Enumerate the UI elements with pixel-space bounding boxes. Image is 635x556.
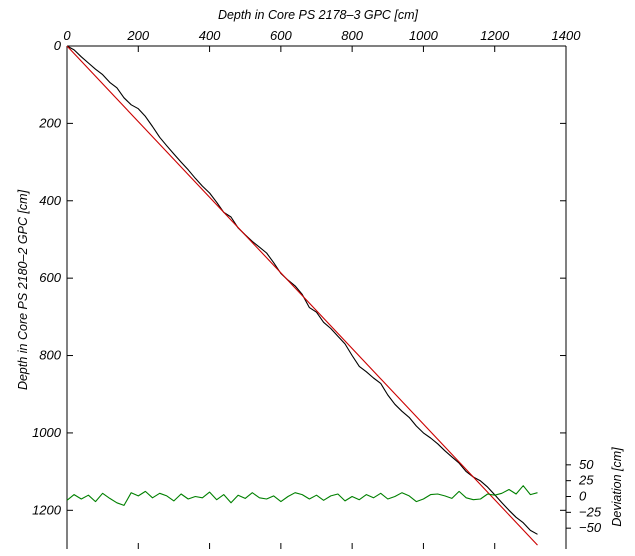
y-tick-label: 200 xyxy=(38,115,61,130)
x-tick-label: 600 xyxy=(270,28,292,43)
deviation-tick-label: −25 xyxy=(579,504,602,519)
x-tick-label: 1000 xyxy=(409,28,439,43)
x-tick-label: 0 xyxy=(63,28,71,43)
y-axis-title: Depth in Core PS 2180–2 GPC [cm] xyxy=(16,189,30,390)
y-tick-label: 1200 xyxy=(32,502,62,517)
deviation-tick-label: 25 xyxy=(578,473,594,488)
deviation-tick-label: 0 xyxy=(579,489,587,504)
series-layer xyxy=(66,45,538,546)
x-tick-label: 1200 xyxy=(480,28,510,43)
deviation-line xyxy=(66,485,538,506)
y-tick-label: 600 xyxy=(39,270,61,285)
x-axis-ticks: 0 200 400 600 800 1000 1200 1400 xyxy=(63,28,581,549)
deviation-tick-label: −50 xyxy=(579,520,602,535)
y-axis-ticks: 0 200 400 600 800 1000 1200 xyxy=(32,38,566,517)
y-tick-label: 800 xyxy=(39,348,61,363)
linear-fit-line xyxy=(66,45,538,546)
deviation-axis-title: Deviation [cm] xyxy=(610,447,624,527)
core-correlation-line xyxy=(66,45,538,535)
x-tick-label: 1400 xyxy=(552,28,582,43)
plot-frame xyxy=(66,45,567,549)
x-tick-label: 800 xyxy=(341,28,363,43)
y-tick-label: 400 xyxy=(39,193,61,208)
x-axis-title: Depth in Core PS 2178–3 GPC [cm] xyxy=(218,8,419,22)
y-tick-label: 0 xyxy=(54,38,62,53)
x-tick-label: 200 xyxy=(126,28,149,43)
y-tick-label: 1000 xyxy=(32,425,62,440)
deviation-tick-label: 50 xyxy=(579,457,594,472)
x-tick-label: 400 xyxy=(199,28,221,43)
